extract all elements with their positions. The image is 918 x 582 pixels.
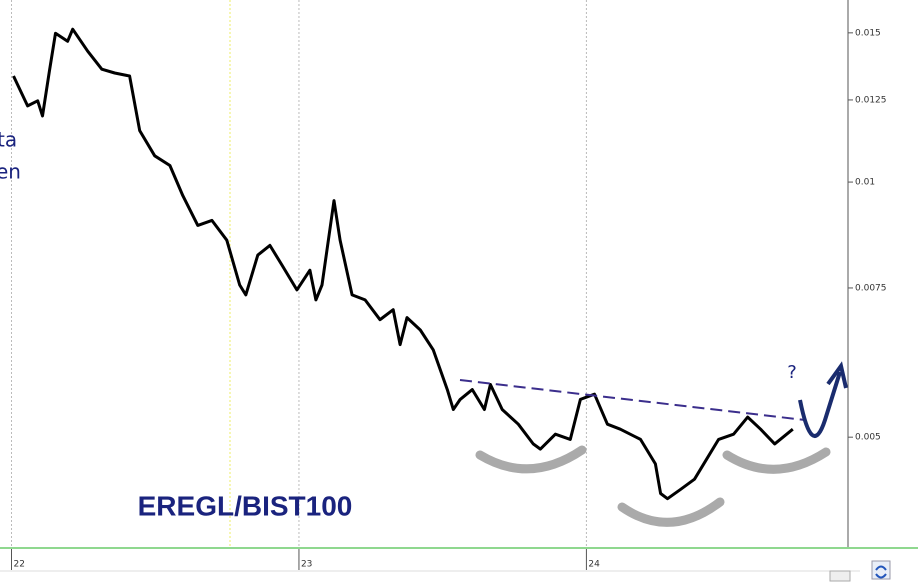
trend-line xyxy=(459,379,806,421)
y-tick-label: 0.015 xyxy=(855,28,881,38)
arrow-head xyxy=(826,361,848,389)
y-tick-label: 0.01 xyxy=(855,178,875,188)
x-tick-label: 23 xyxy=(301,560,312,570)
annotation: ta xyxy=(0,128,17,152)
y-tick-label: 0.0125 xyxy=(855,95,887,105)
head-arc xyxy=(617,497,725,527)
annotation: ? xyxy=(787,362,797,383)
x-tick-label: 22 xyxy=(13,560,24,570)
forecast-arrow xyxy=(798,371,842,438)
tool-glyph xyxy=(875,565,887,579)
y-tick-label: 0.0075 xyxy=(855,283,887,293)
scroll-button[interactable] xyxy=(829,570,851,582)
chart-title: EREGL/BIST100 xyxy=(138,490,353,521)
y-tick-label: 0.005 xyxy=(855,433,881,443)
x-tick-label: 24 xyxy=(588,560,600,570)
shoulder-arc xyxy=(475,445,587,474)
price-line xyxy=(12,27,794,501)
shoulder-arc xyxy=(722,447,831,474)
tool-icon[interactable] xyxy=(871,560,891,580)
annotation: en xyxy=(0,160,21,184)
